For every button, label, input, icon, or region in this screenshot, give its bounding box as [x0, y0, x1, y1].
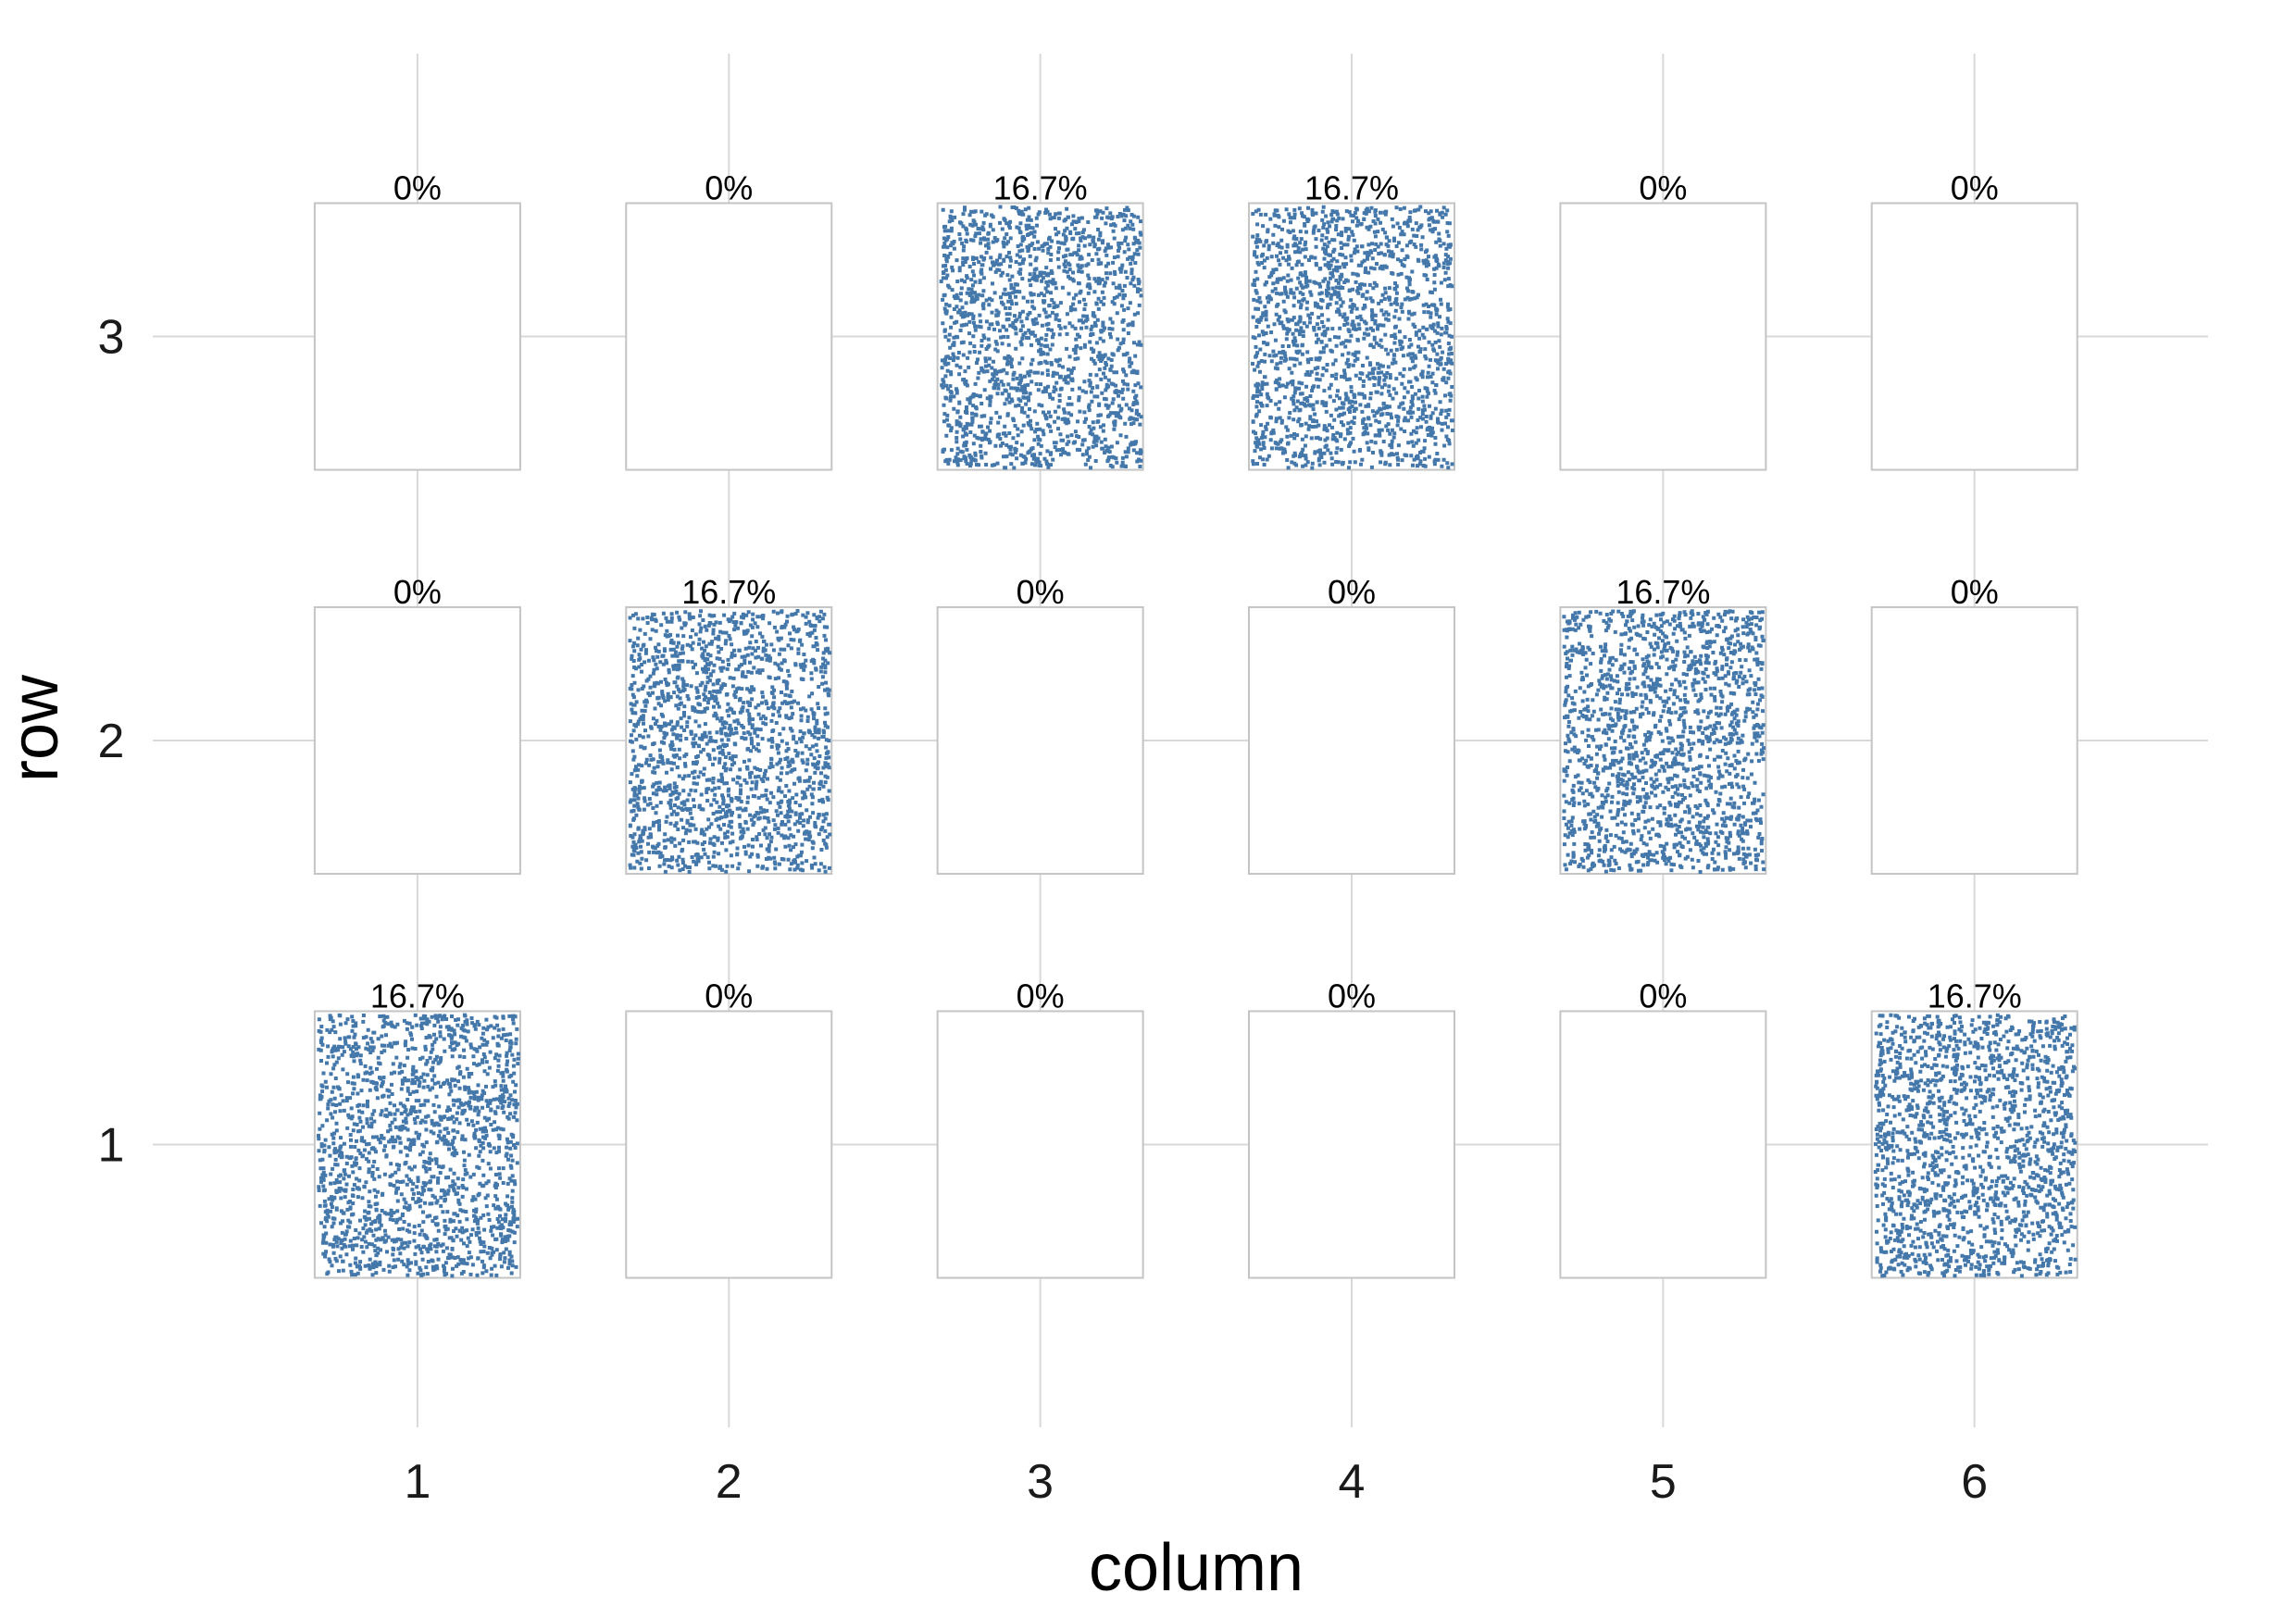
cell-label: 0% — [705, 168, 753, 206]
cell-label: 0% — [1328, 573, 1376, 611]
cell-frame — [313, 202, 521, 471]
cell-frame — [1870, 202, 2078, 471]
cell-label: 16.7% — [1616, 573, 1710, 611]
cell-r3-c5 — [1559, 202, 1767, 471]
cell-label: 16.7% — [370, 977, 465, 1014]
cells — [313, 202, 2078, 1279]
cell-r1-c1 — [313, 1010, 521, 1279]
cell-r1-c5 — [1559, 1010, 1767, 1279]
y-tick-label: 1 — [98, 1118, 125, 1172]
cell-frame — [936, 605, 1144, 876]
cell-points — [1873, 1013, 2078, 1278]
cell-r2-c6 — [1870, 605, 2078, 876]
cell-frame — [625, 1010, 833, 1279]
cell-r2-c4 — [1248, 605, 1455, 876]
cell-label: 0% — [1951, 168, 1999, 206]
cell-points — [1562, 609, 1766, 874]
y-tick-label: 3 — [98, 311, 125, 365]
cell-points — [317, 1013, 520, 1278]
cell-frame — [1870, 605, 2078, 876]
cell-label: 16.7% — [1928, 977, 2022, 1014]
cell-frame — [1559, 202, 1767, 471]
cell-r1-c4 — [1248, 1010, 1455, 1279]
cell-r1-c2 — [625, 1010, 833, 1279]
cell-frame — [625, 202, 833, 471]
cell-label: 0% — [1017, 977, 1065, 1014]
x-tick-label: 5 — [1650, 1455, 1677, 1509]
cell-frame — [313, 605, 521, 876]
x-tick-label: 6 — [1961, 1455, 1988, 1509]
cell-r2-c1 — [313, 605, 521, 876]
x-tick-labels: 1 2 3 4 5 6 — [404, 1455, 1988, 1509]
cell-label: 0% — [1951, 573, 1999, 611]
cell-label: 0% — [1639, 977, 1687, 1014]
x-tick-label: 1 — [404, 1455, 430, 1509]
cell-label: 0% — [1328, 977, 1376, 1014]
cell-r3-c1 — [313, 202, 521, 471]
y-tick-label: 2 — [98, 715, 125, 768]
cell-r2-c2 — [625, 605, 833, 876]
x-tick-label: 2 — [716, 1455, 742, 1509]
cell-label: 16.7% — [993, 168, 1088, 206]
y-axis-title: row — [0, 674, 72, 782]
cell-labels: 16.7% 0% 0% 0% 0% 16.7% 0% 16.7% 0% 0% 16.7% 0% 0% 0%… — [370, 168, 2022, 1014]
cell-frame — [1248, 1010, 1455, 1279]
cell-label: 16.7% — [1304, 168, 1399, 206]
cell-r3-c2 — [625, 202, 833, 471]
cell-points — [939, 205, 1143, 470]
cell-points — [628, 609, 832, 874]
cell-label: 0% — [393, 168, 442, 206]
cell-r2-c5 — [1559, 605, 1767, 876]
x-tick-label: 3 — [1027, 1455, 1054, 1509]
cell-r3-c3 — [936, 202, 1144, 471]
x-tick-label: 4 — [1339, 1455, 1366, 1509]
cell-label: 0% — [1639, 168, 1687, 206]
cell-r2-c3 — [936, 605, 1144, 876]
cell-frame — [936, 1010, 1144, 1279]
cell-r1-c3 — [936, 1010, 1144, 1279]
cell-label: 0% — [1017, 573, 1065, 611]
cell-r1-c6 — [1870, 1010, 2078, 1279]
y-tick-labels: 1 2 3 — [98, 311, 125, 1173]
cell-r3-c6 — [1870, 202, 2078, 471]
cell-frame — [1559, 1010, 1767, 1279]
cell-label: 0% — [393, 573, 442, 611]
cell-r3-c4 — [1248, 202, 1455, 471]
cell-label: 0% — [705, 977, 753, 1014]
x-axis-title: column — [1089, 1531, 1304, 1605]
cell-points — [1251, 205, 1454, 470]
cell-label: 16.7% — [681, 573, 776, 611]
cell-frame — [1248, 605, 1455, 876]
